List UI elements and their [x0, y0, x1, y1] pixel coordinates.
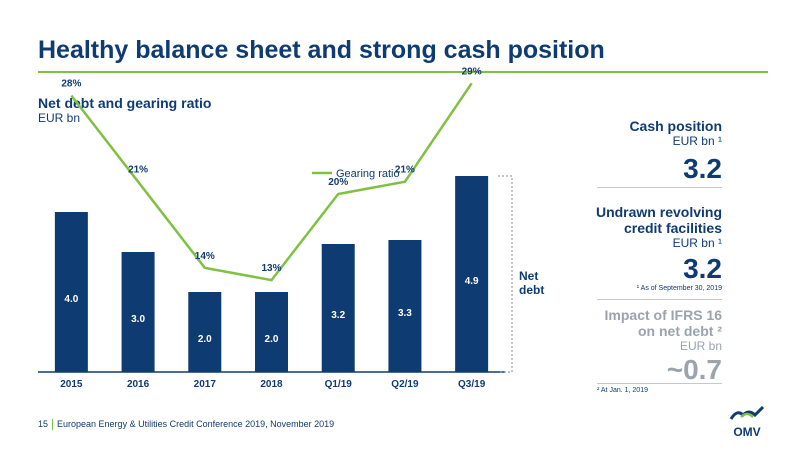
- separator: [597, 187, 722, 188]
- net-debt-bar: [455, 176, 489, 372]
- gearing-value-label: 20%: [328, 177, 348, 188]
- cash-position-unit: EUR bn ¹: [672, 134, 722, 148]
- separator: [597, 299, 722, 300]
- gearing-value-label: 14%: [195, 251, 215, 262]
- page-title: Healthy balance sheet and strong cash po…: [38, 36, 605, 64]
- ifrs16-value: ~0.7: [666, 354, 722, 385]
- footer: 15 European Energy & Utilities Credit Con…: [38, 419, 335, 431]
- net-debt-bar: [188, 292, 222, 372]
- net-debt-value-label: 2.0: [198, 334, 212, 345]
- chart-unit: EUR bn: [38, 111, 81, 125]
- x-tick-label: 2016: [127, 379, 150, 390]
- x-tick-label: 2015: [60, 379, 83, 390]
- footer-divider: [52, 419, 54, 431]
- gearing-value-label: 29%: [462, 66, 482, 77]
- net-debt-value-label: 4.9: [465, 276, 479, 287]
- net-debt-bracket-label: debt: [519, 283, 544, 297]
- footer-text: European Energy & Utilities Credit Confe…: [57, 419, 335, 429]
- net-debt-bar: [321, 244, 355, 372]
- net-debt-bar: [388, 240, 422, 372]
- net-debt-bar: [121, 252, 155, 372]
- credit-facilities-footnote: ¹ As of September 30, 2019: [636, 285, 722, 292]
- cash-position-value: 3.2: [683, 153, 722, 184]
- cash-position-block: Cash position EUR bn ¹ 3.2: [629, 118, 722, 185]
- omv-logo-text: OMV: [733, 425, 760, 439]
- net-debt-bar: [255, 292, 288, 372]
- ifrs16-label-2: on net debt ²: [638, 323, 722, 339]
- ifrs16-block: Impact of IFRS 16 on net debt ² EUR bn ~…: [605, 307, 722, 386]
- omv-logo: OMV: [727, 403, 767, 439]
- gearing-value-label: 28%: [61, 79, 81, 90]
- net-debt-value-label: 3.0: [131, 314, 145, 325]
- page-number: 15: [38, 419, 49, 429]
- credit-facilities-label-1: Undrawn revolving: [595, 204, 722, 220]
- net-debt-value-label: 4.0: [64, 294, 78, 305]
- omv-logo-icon: OMV: [729, 405, 765, 439]
- net-debt-bar: [54, 212, 88, 372]
- x-tick-label: Q2/19: [391, 379, 419, 390]
- ifrs16-unit: EUR bn: [679, 339, 722, 353]
- gearing-value-label: 13%: [261, 263, 281, 274]
- gearing-ratio-line: [70, 82, 473, 282]
- ifrs16-footnote: ² At Jan. 1, 2019: [597, 387, 648, 394]
- credit-facilities-value: 3.2: [683, 253, 722, 284]
- x-tick-label: Q1/19: [325, 379, 353, 390]
- title-divider: [38, 71, 768, 73]
- credit-facilities-unit: EUR bn ¹: [672, 236, 722, 250]
- net-debt-value-label: 3.2: [331, 310, 345, 321]
- credit-facilities-label-2: credit facilities: [623, 220, 722, 236]
- gearing-value-label: 21%: [128, 165, 148, 176]
- x-tick-label: Q3/19: [458, 379, 486, 390]
- net-debt-bracket-label: Net: [519, 269, 538, 283]
- net-debt-value-label: 2.0: [265, 334, 279, 345]
- x-tick-label: 2018: [260, 379, 283, 390]
- credit-facilities-block: Undrawn revolving credit facilities EUR …: [596, 204, 722, 292]
- net-debt-value-label: 3.3: [398, 308, 412, 319]
- cash-position-label: Cash position: [629, 118, 722, 134]
- ifrs16-label-1: Impact of IFRS 16: [604, 307, 722, 323]
- separator: [597, 383, 722, 384]
- x-tick-label: 2017: [194, 379, 217, 390]
- gearing-value-label: 21%: [395, 165, 415, 176]
- net-debt-gearing-chart: 4.0 3.0 2.0 2.0 3.2 3.3 4.9 28% 21% 14% 13% 20% 21%…: [38, 66, 544, 390]
- legend-label-gearing: Gearing ratio: [336, 168, 400, 180]
- net-debt-bracket: [498, 175, 513, 373]
